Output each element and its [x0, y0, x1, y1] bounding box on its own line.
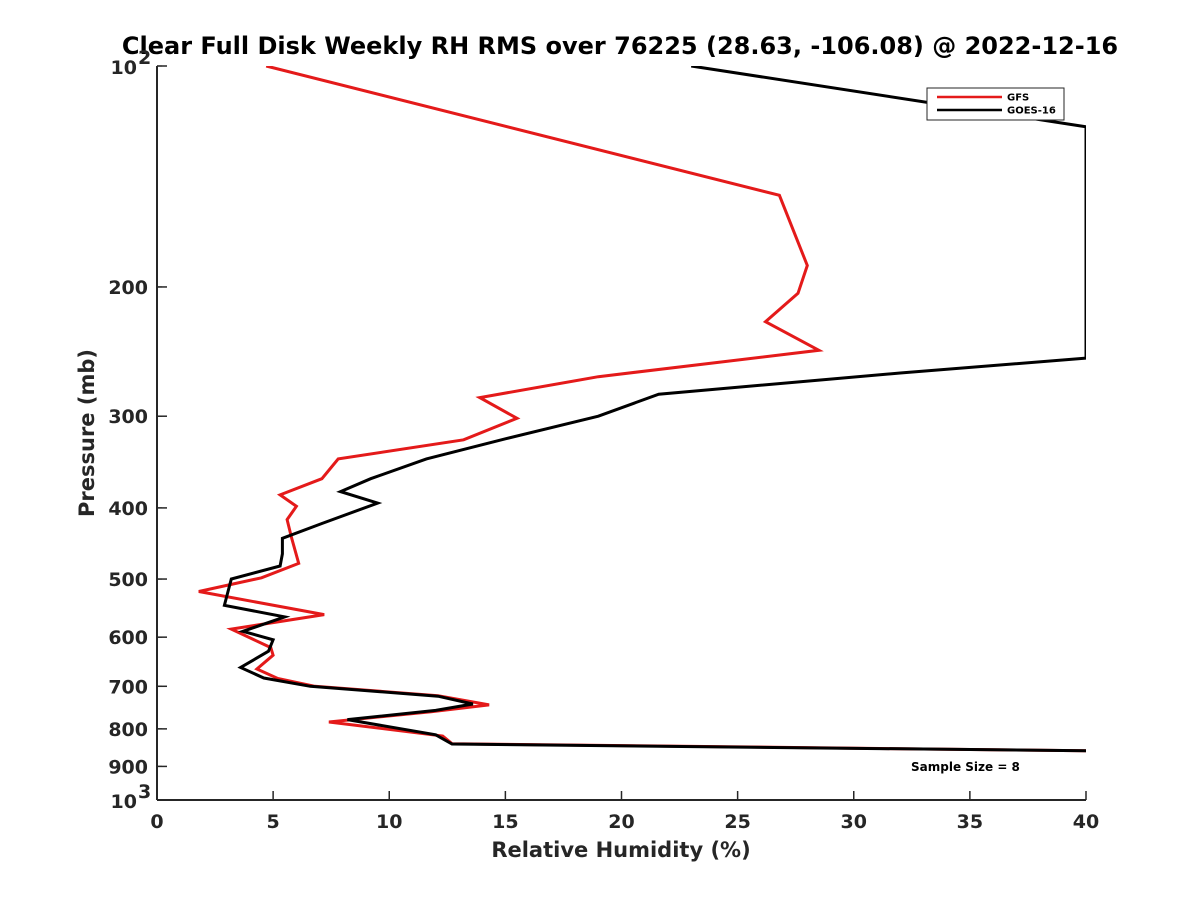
x-tick-label: 0 [150, 811, 163, 833]
legend: GFS GOES-16 [926, 87, 1065, 121]
legend-label-gfs: GFS [1007, 93, 1029, 104]
y-tick-label: 200 [108, 277, 148, 299]
x-tick-label: 15 [492, 811, 518, 833]
y-tick-label: 900 [108, 756, 148, 778]
y-tick-label: 600 [108, 627, 148, 649]
series-line-goes-16 [222, 66, 1086, 753]
x-tick-label: 20 [608, 811, 634, 833]
y-tick-label: 300 [108, 406, 148, 428]
y-tick-label: 700 [108, 676, 148, 698]
y-tick-label: 400 [108, 498, 148, 520]
x-tick-label: 5 [267, 811, 280, 833]
series-line-gfs [198, 66, 1086, 753]
y-tick-exponent: 2 [138, 47, 151, 69]
y-tick-label: 500 [108, 569, 148, 591]
y-tick-label: 10 [111, 791, 137, 813]
y-tick-label: 10 [111, 57, 137, 79]
legend-label-goes-16: GOES-16 [1007, 106, 1056, 117]
y-tick-label: 800 [108, 719, 148, 741]
x-tick-label: 30 [841, 811, 867, 833]
x-tick-label: 35 [957, 811, 983, 833]
y-axis-label: Pressure (mb) [75, 349, 99, 517]
x-tick-label: 25 [724, 811, 750, 833]
sample-size-annotation: Sample Size = 8 [911, 760, 1020, 774]
x-axis-label: Relative Humidity (%) [491, 838, 750, 862]
y-tick-exponent: 3 [138, 781, 151, 803]
chart-title: Clear Full Disk Weekly RH RMS over 76225… [122, 32, 1118, 60]
x-tick-label: 40 [1073, 811, 1099, 833]
legend-box [926, 87, 1065, 121]
x-tick-label: 10 [376, 811, 402, 833]
